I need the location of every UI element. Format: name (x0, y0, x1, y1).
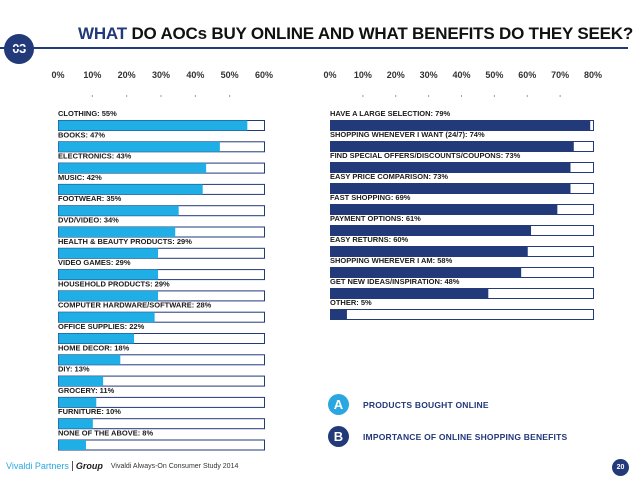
category-label: FURNITURE: 10% (58, 407, 121, 416)
brand-logo: Vivaldi Partners (6, 461, 69, 471)
x-tick-label: 50% (221, 70, 239, 80)
legend-item-a: A PRODUCTS BOUGHT ONLINE (328, 394, 489, 415)
legend-marker-b: B (328, 426, 349, 447)
category-label: DVD/VIDEO: 34% (58, 216, 119, 225)
x-tick-label: 50% (485, 70, 503, 80)
category-label: COMPUTER HARDWARE/SOFTWARE: 28% (58, 301, 212, 310)
bar (58, 333, 135, 344)
category-label: GROCERY: 11% (58, 386, 115, 395)
bar (58, 440, 86, 450)
x-tick-label: 60% (255, 70, 273, 80)
x-tick-label: 30% (420, 70, 438, 80)
study-title: Vivaldi Always-On Consumer Study 2014 (110, 462, 239, 470)
bar (330, 183, 571, 194)
bar (58, 141, 220, 152)
bar (58, 163, 207, 174)
page-title: WHAT DO AOCs BUY ONLINE AND WHAT BENEFIT… (78, 24, 633, 44)
category-label: FAST SHOPPING: 69% (330, 193, 411, 202)
x-tick-label: 20% (118, 70, 136, 80)
bar (330, 162, 571, 173)
bar (58, 205, 179, 216)
category-label: SHOPPING WHENEVER I WANT (24/7): 74% (330, 130, 485, 139)
legend-label-a: PRODUCTS BOUGHT ONLINE (363, 399, 489, 410)
bar-track (330, 309, 594, 320)
x-tick-label: 40% (452, 70, 470, 80)
category-label: HOUSEHOLD PRODUCTS: 29% (58, 279, 170, 288)
title-highlight: WHAT (78, 24, 127, 43)
x-tick-label: 30% (152, 70, 170, 80)
page-number: 20 (612, 459, 629, 476)
bar (330, 309, 347, 320)
x-tick-label: 40% (186, 70, 204, 80)
category-label: NONE OF THE ABOVE: 8% (58, 429, 153, 438)
category-label: VIDEO GAMES: 29% (58, 258, 131, 267)
category-label: EASY PRICE COMPARISON: 73% (330, 172, 448, 181)
section-number-badge: 03 (4, 34, 34, 64)
category-label: HAVE A LARGE SELECTION: 79% (330, 109, 450, 118)
category-label: OTHER: 5% (330, 298, 372, 307)
title-divider (0, 47, 628, 49)
footer: Vivaldi Partners Group Vivaldi Always-On… (6, 461, 238, 471)
bar (58, 290, 159, 301)
bar (58, 269, 159, 280)
category-label: HEALTH & BEAUTY PRODUCTS: 29% (58, 237, 192, 246)
bar (330, 267, 522, 278)
bar (58, 354, 121, 365)
category-label: BOOKS: 47% (58, 130, 105, 139)
bar (330, 141, 574, 152)
shopping-benefits-chart: 0% 10% 20% 30% 40% 50% 60% 70% 80% HAVE A LARGE S… (323, 70, 602, 320)
category-label: FIND SPECIAL OFFERS/DISCOUNTS/COUPONS: 7… (330, 151, 521, 160)
bar-track (58, 439, 265, 451)
x-tick-label: 80% (584, 70, 602, 80)
title-rest: DO AOCs BUY ONLINE AND WHAT BENEFITS DO … (131, 24, 634, 43)
category-label: OFFICE SUPPLIES: 22% (58, 322, 145, 331)
category-label: EASY RETURNS: 60% (330, 235, 409, 244)
category-label: FOOTWEAR: 35% (58, 194, 122, 203)
legend-label-b: IMPORTANCE OF ONLINE SHOPPING BENEFITS (363, 431, 568, 442)
bar (58, 184, 203, 195)
bar (58, 120, 248, 131)
bar (58, 376, 104, 387)
footer-divider (71, 461, 73, 471)
category-label: MUSIC: 42% (58, 173, 102, 182)
bar (330, 204, 558, 215)
brand-group: Group (75, 461, 103, 471)
legend-item-b: B IMPORTANCE OF ONLINE SHOPPING BENEFITS (328, 426, 567, 447)
x-tick-label: 0% (51, 70, 64, 80)
x-tick-label: 10% (354, 70, 372, 80)
bar (58, 397, 97, 408)
x-tick-label: 60% (518, 70, 536, 80)
category-label: ELECTRONICS: 43% (58, 152, 132, 161)
bar (330, 225, 532, 236)
category-label: PAYMENT OPTIONS: 61% (330, 214, 421, 223)
x-tick-label: 0% (323, 70, 336, 80)
bar (58, 227, 176, 237)
category-label: SHOPPING WHEREVER I AM: 58% (330, 256, 453, 265)
category-label: CLOTHING: 55% (58, 109, 117, 118)
legend-marker-a: A (328, 394, 349, 415)
bar (58, 418, 93, 429)
x-tick-label: 10% (83, 70, 101, 80)
products-bought-chart: 0% 10% 20% 30% 40% 50% 60% CLOTHING: 55% BOOKS: … (51, 70, 273, 451)
bar (330, 120, 591, 131)
category-label: DIY: 13% (58, 365, 90, 374)
bar (330, 288, 489, 299)
x-tick-label: 70% (551, 70, 569, 80)
category-label: GET NEW IDEAS/INSPIRATION: 48% (330, 277, 460, 286)
bar (58, 248, 159, 259)
x-tick-label: 20% (387, 70, 405, 80)
bar (330, 246, 528, 257)
bar (58, 312, 155, 323)
category-label: HOME DECOR: 18% (58, 343, 130, 352)
